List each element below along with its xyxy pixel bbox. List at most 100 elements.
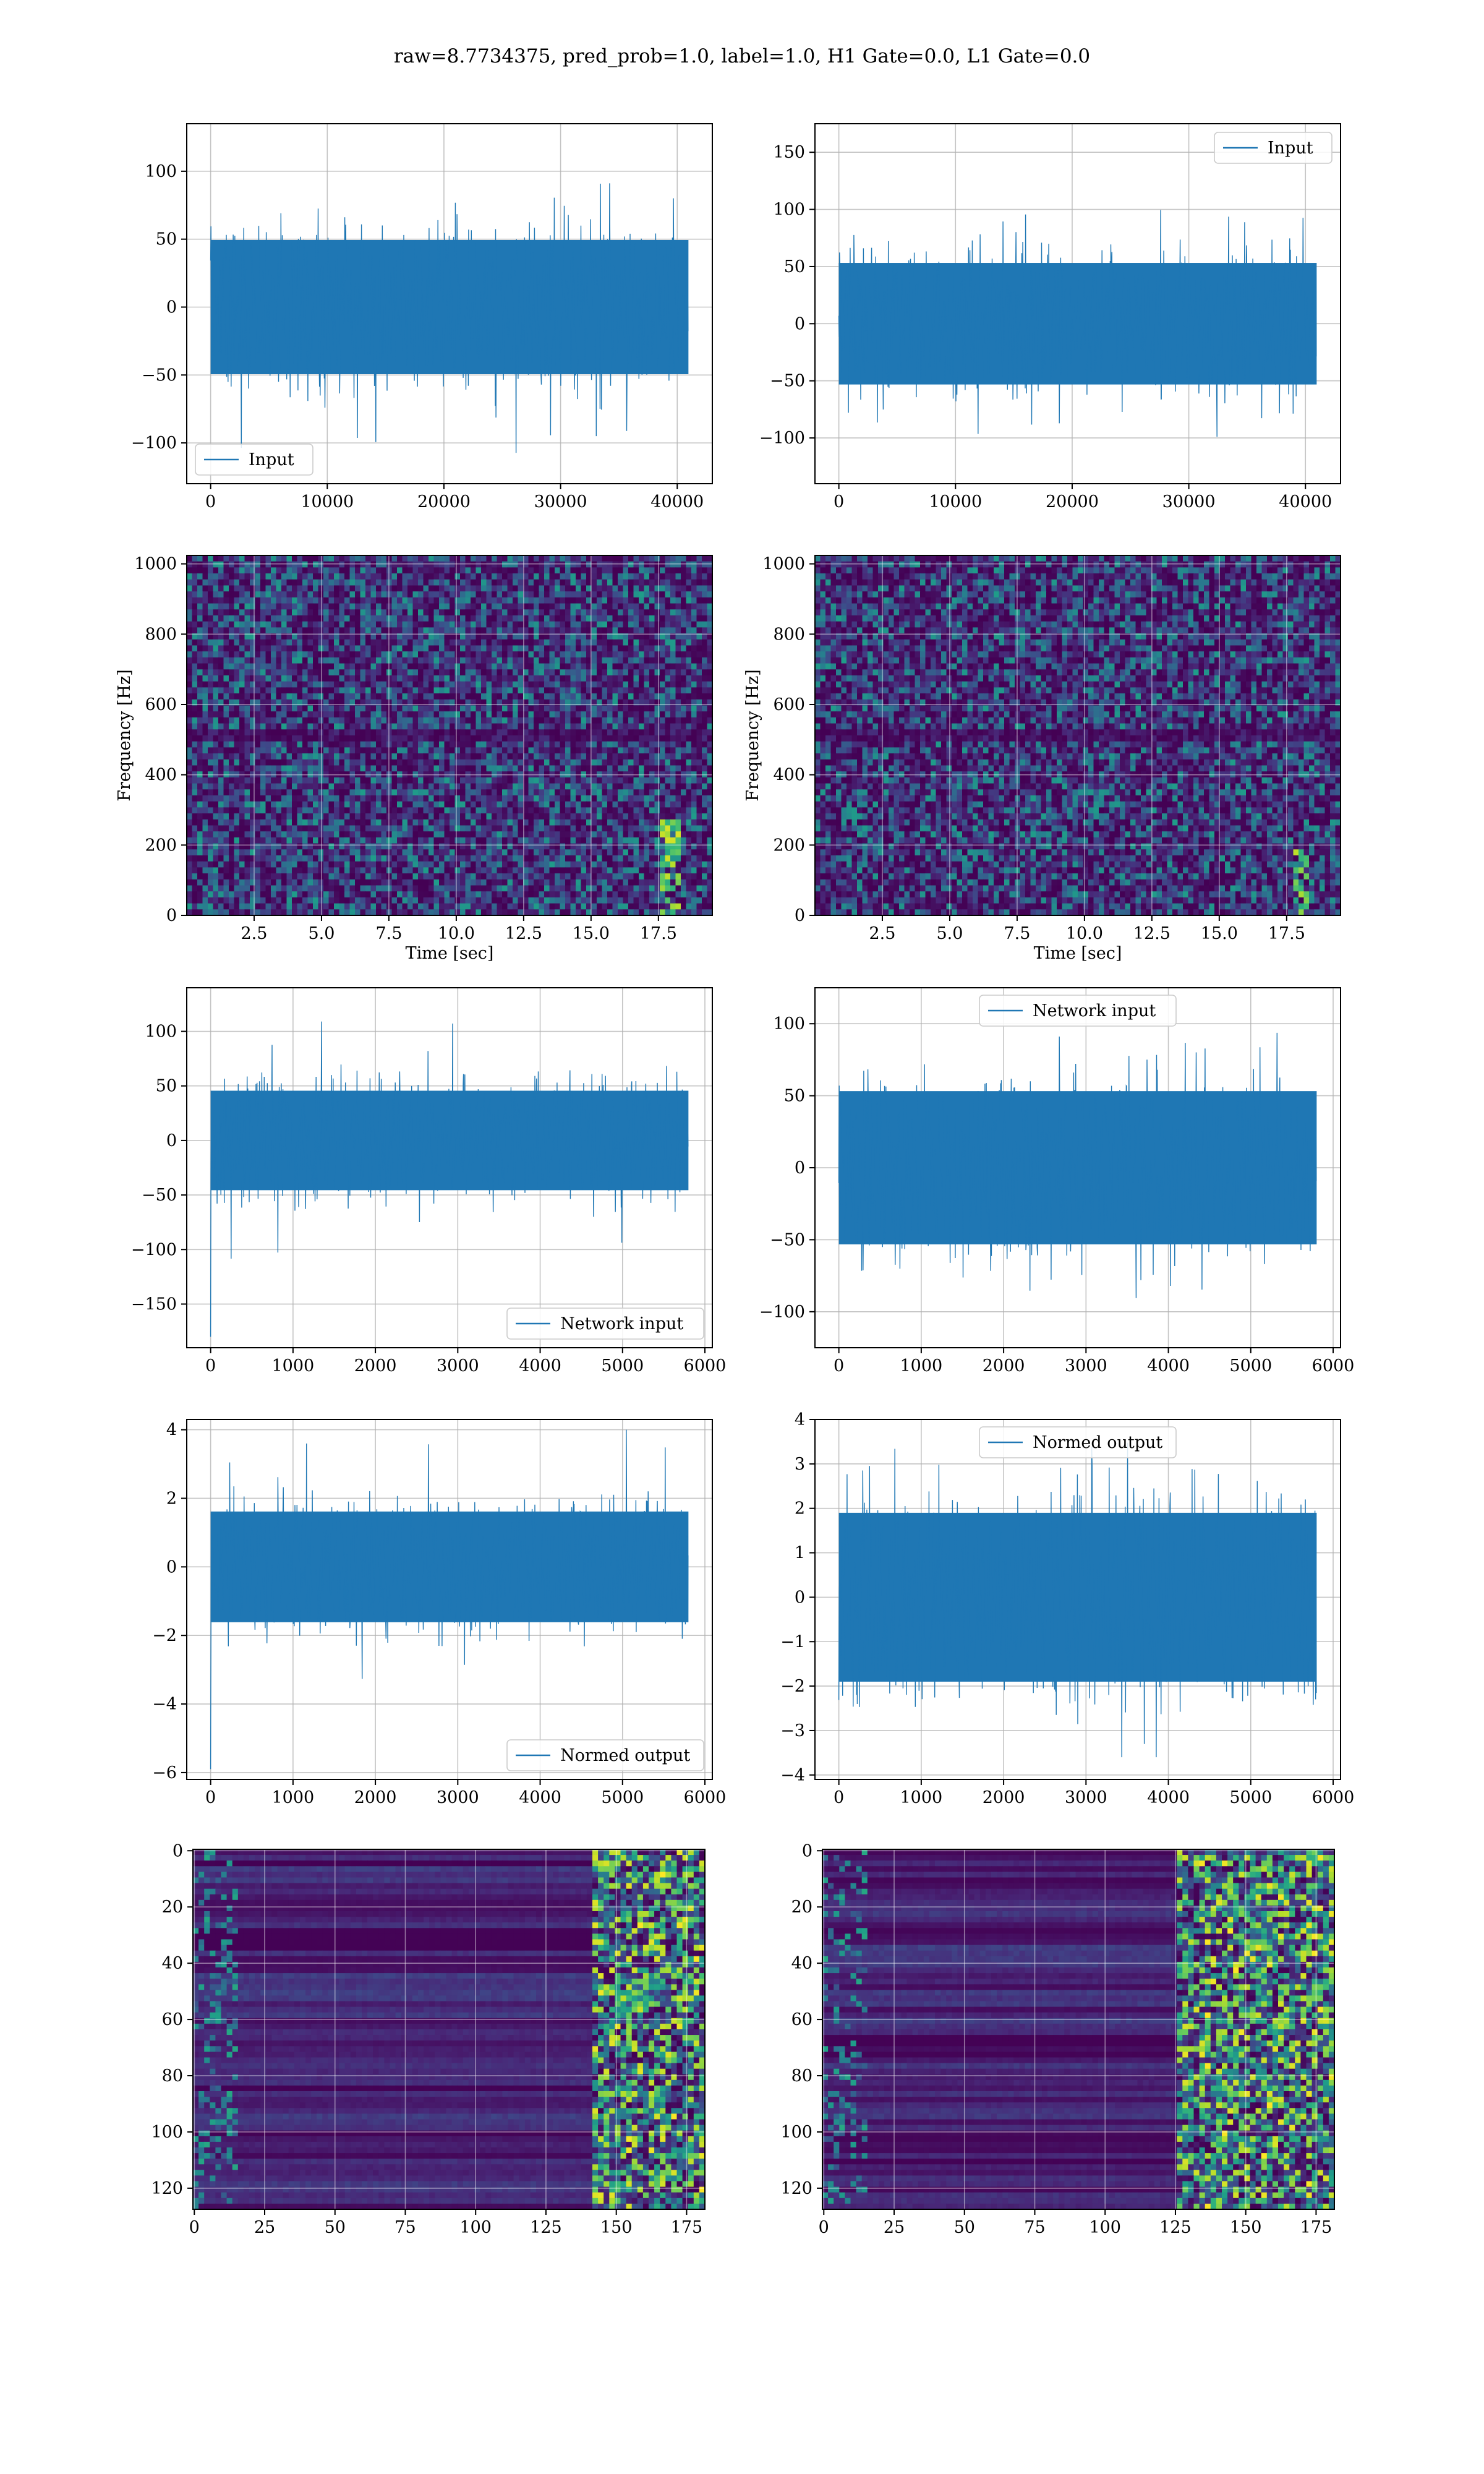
heatmap-cell [392,753,398,760]
heatmap-cell [623,657,629,664]
heatmap-cell [418,693,424,700]
heatmap-cell [439,687,445,693]
heatmap-cell [371,735,377,742]
heatmap-cell [628,693,634,700]
heatmap-cell [245,573,250,580]
heatmap-cell [497,591,503,597]
heatmap-cell [371,609,377,615]
heatmap-cell [344,591,350,597]
heatmap-cell [318,567,324,573]
heatmap-cell [329,675,335,682]
heatmap-cell [665,591,671,597]
heatmap-cell [392,567,398,573]
heatmap-cell [271,555,276,562]
heatmap-cell [302,687,308,693]
heatmap-cell [187,675,192,682]
heatmap-cell [534,651,539,657]
heatmap-cell [197,580,203,586]
heatmap-cell [460,735,466,742]
heatmap-cell [313,747,318,753]
heatmap-cell [492,711,497,717]
heatmap-cell [686,729,692,735]
heatmap-cell [429,742,434,748]
heatmap-cell [281,777,287,784]
heatmap-cell [487,627,492,633]
heatmap-cell [403,604,408,610]
heatmap-cell [439,615,445,622]
heatmap-cell [550,777,555,784]
heatmap-cell [550,789,555,795]
heatmap-cell [607,717,613,724]
heatmap-cell [434,724,440,730]
heatmap-cell [339,706,345,712]
heatmap-cell [424,586,429,592]
heatmap-cell [660,742,665,748]
heatmap-cell [497,753,503,760]
heatmap-cell [607,591,613,597]
heatmap-cell [329,735,335,742]
heatmap-cell [234,640,240,646]
heatmap-cell [686,646,692,652]
heatmap-cell [618,627,623,633]
heatmap-cell [350,567,356,573]
heatmap-cell [487,586,492,592]
heatmap-cell [434,555,440,562]
heatmap-cell [697,687,702,693]
heatmap-cell [413,567,419,573]
heatmap-cell [239,664,245,670]
heatmap-cell [224,729,229,735]
heatmap-cell [203,760,208,766]
heatmap-cell [492,567,497,573]
heatmap-cell [323,711,329,717]
heatmap-cell [487,789,492,795]
heatmap-cell [403,742,408,748]
heatmap-cell [260,562,266,568]
heatmap-cell [434,640,440,646]
heatmap-cell [581,609,587,615]
heatmap-cell [565,777,571,784]
heatmap-cell [660,753,665,760]
heatmap-cell [518,657,524,664]
heatmap-cell [686,724,692,730]
heatmap-cell [581,651,587,657]
heatmap-cell [676,729,681,735]
heatmap-cell [224,657,229,664]
heatmap-cell [429,675,434,682]
heatmap-cell [392,646,398,652]
heatmap-cell [476,627,482,633]
heatmap-cell [203,687,208,693]
heatmap-cell [418,777,424,784]
heatmap-cell [529,657,534,664]
heatmap-cell [655,711,660,717]
heatmap-cell [234,657,240,664]
heatmap-cell [691,682,697,688]
heatmap-cell [513,706,518,712]
heatmap-cell [234,646,240,652]
heatmap-cell [407,747,413,753]
heatmap-cell [555,687,560,693]
heatmap-cell [418,586,424,592]
heatmap-cell [534,789,539,795]
heatmap-cell [208,567,213,573]
heatmap-cell [371,724,377,730]
heatmap-cell [292,597,297,604]
heatmap-cell [665,657,671,664]
heatmap-cell [224,562,229,568]
heatmap-cell [628,682,634,688]
heatmap-cell [613,597,618,604]
heatmap-cell [234,586,240,592]
heatmap-cell [418,760,424,766]
heatmap-cell [292,664,297,670]
heatmap-cell [424,646,429,652]
heatmap-cell [544,724,550,730]
heatmap-cell [466,687,471,693]
heatmap-cell [371,747,377,753]
heatmap-cell [634,627,639,633]
heatmap-cell [439,784,445,790]
heatmap-cell [382,706,387,712]
heatmap-cell [655,777,660,784]
heatmap-cell [208,580,213,586]
heatmap-cell [670,766,676,772]
heatmap-cell [203,555,208,562]
heatmap-cell [260,675,266,682]
